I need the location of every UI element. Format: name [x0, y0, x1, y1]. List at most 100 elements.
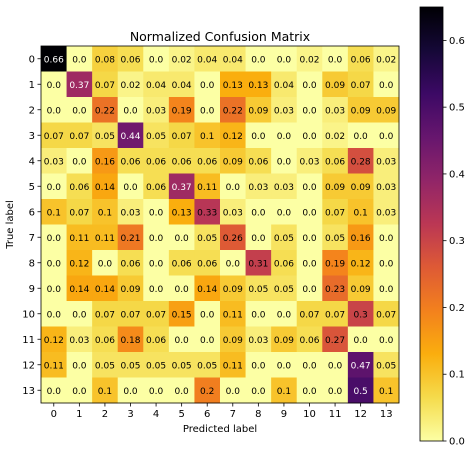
heatmap-cell	[296, 377, 323, 404]
heatmap-cell	[296, 326, 323, 353]
cell-value-label: 0.66	[44, 55, 64, 65]
heatmap-cell	[220, 97, 246, 123]
cell-value-label: 0.15	[172, 310, 192, 320]
heatmap-cell	[143, 326, 170, 353]
heatmap-cell	[168, 377, 195, 404]
heatmap-cell	[168, 224, 195, 251]
heatmap-cell	[245, 199, 272, 225]
colorbar-tick-label: 0.6	[449, 36, 465, 47]
y-tick-label: 12	[22, 360, 35, 371]
cell-value-label: 0.0	[302, 387, 317, 397]
cell-value-label: 0.06	[146, 183, 166, 193]
cell-value-label: 0.0	[149, 285, 164, 295]
heatmap-cell	[220, 377, 246, 404]
cell-value-label: 0.06	[120, 259, 140, 269]
heatmap-cell	[143, 224, 170, 251]
heatmap-cell	[41, 122, 67, 149]
heatmap-cell	[117, 71, 144, 98]
cell-value-label: 0.0	[277, 361, 292, 371]
heatmap-cell	[66, 122, 93, 149]
cell-value-label: 0.11	[69, 234, 89, 244]
cell-value-label: 0.05	[274, 234, 294, 244]
heatmap-cell	[322, 224, 349, 251]
cell-value-label: 0.06	[325, 157, 345, 167]
x-axis-ticks: 0 1 2 3 4 5 6 7 8 9 10 11 12 13	[51, 403, 393, 420]
cell-value-label: 0.0	[123, 387, 138, 397]
heatmap-cell	[143, 173, 170, 200]
cell-value-label: 0.09	[274, 336, 294, 346]
cell-value-label: 0.06	[197, 259, 217, 269]
heatmap-cell	[296, 301, 323, 327]
y-tick-label: 1	[29, 80, 35, 91]
cell-value-label: 0.0	[277, 157, 292, 167]
y-tick-label: 10	[22, 309, 35, 320]
heatmap-cell	[271, 326, 298, 353]
heatmap-cell	[41, 275, 67, 302]
cell-value-label: 0.12	[44, 336, 64, 346]
heatmap-cell	[143, 148, 170, 174]
cell-value-label: 0.02	[299, 55, 319, 65]
x-tick-label: 12	[354, 409, 367, 420]
heatmap-cell	[271, 224, 298, 251]
cell-value-label: 0.05	[197, 361, 217, 371]
heatmap-cell	[168, 275, 195, 302]
cell-value-label: 0.09	[223, 157, 243, 167]
cell-value-label: 0.12	[223, 132, 243, 142]
cell-value-label: 0.06	[95, 336, 115, 346]
cell-value-label: 0.06	[299, 336, 319, 346]
cell-value-label: 0.03	[274, 183, 294, 193]
cell-value-label: 0.07	[44, 132, 64, 142]
heatmap-cell	[92, 352, 119, 378]
cell-value-label: 0.18	[120, 336, 140, 346]
heatmap-cell	[168, 301, 195, 327]
x-tick-label: 3	[127, 409, 133, 420]
heatmap-cell	[322, 326, 349, 353]
cell-value-label: 0.0	[149, 259, 164, 269]
heatmap-cell	[41, 377, 67, 404]
cell-value-label: 0.06	[69, 183, 89, 193]
cell-value-label: 0.07	[120, 310, 140, 320]
heatmap-cell	[66, 275, 93, 302]
cell-value-label: 0.05	[376, 361, 396, 371]
heatmap-cell	[271, 275, 298, 302]
x-tick-label: 13	[380, 409, 393, 420]
cell-value-label: 0.13	[223, 81, 243, 91]
cell-value-label: 0.07	[95, 310, 115, 320]
cell-value-label: 0.06	[172, 259, 192, 269]
cell-value-label: 0.0	[174, 387, 189, 397]
heatmap-cell	[41, 352, 67, 378]
heatmap-cell	[92, 46, 119, 72]
heatmap-cell	[220, 352, 246, 378]
cell-value-label: 0.0	[174, 234, 189, 244]
cell-value-label: 0.05	[274, 285, 294, 295]
heatmap-cell	[41, 224, 67, 251]
heatmap-cell	[373, 326, 400, 353]
cell-value-label: 0.19	[325, 259, 345, 269]
heatmap-cell	[168, 71, 195, 98]
cell-value-label: 0.05	[146, 361, 166, 371]
cell-value-label: 0.03	[44, 157, 64, 167]
cell-value-label: 0.03	[325, 106, 345, 116]
heatmap-cell	[41, 71, 67, 98]
heatmap-cell	[92, 326, 119, 353]
heatmap-cell	[92, 71, 119, 98]
heatmap-cell	[143, 46, 170, 72]
cell-value-label: 0.03	[223, 208, 243, 218]
cell-value-label: 0.0	[379, 132, 394, 142]
heatmap-cell	[66, 377, 93, 404]
cell-value-label: 0.14	[95, 183, 115, 193]
cell-value-label: 0.02	[120, 81, 140, 91]
heatmap-cell	[41, 199, 67, 225]
heatmap-cell	[296, 250, 323, 276]
x-tick-label: 6	[204, 409, 210, 420]
cell-value-label: 0.09	[248, 106, 268, 116]
heatmap-cell	[117, 224, 144, 251]
cell-value-label: 0.27	[325, 336, 345, 346]
heatmap-cell	[92, 199, 119, 225]
cell-value-label: 0.0	[47, 310, 62, 320]
heatmap-cell	[194, 173, 221, 200]
heatmap-cell	[296, 97, 323, 123]
cell-value-label: 0.0	[251, 310, 266, 320]
cell-value-label: 0.07	[146, 310, 166, 320]
heatmap-cell	[143, 352, 170, 378]
